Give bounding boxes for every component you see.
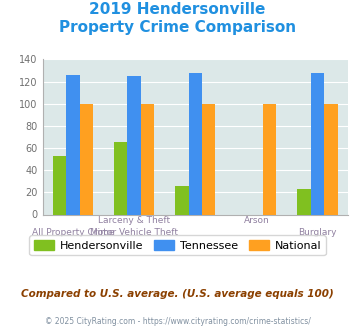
Bar xyxy=(141,104,154,214)
Bar xyxy=(114,143,127,214)
Text: Arson: Arson xyxy=(244,216,269,225)
Bar xyxy=(263,104,277,214)
Text: © 2025 CityRating.com - https://www.cityrating.com/crime-statistics/: © 2025 CityRating.com - https://www.city… xyxy=(45,317,310,326)
Bar xyxy=(189,73,202,214)
Text: Larceny & Theft: Larceny & Theft xyxy=(98,216,170,225)
Text: All Property Crime: All Property Crime xyxy=(32,228,114,237)
Text: Property Crime Comparison: Property Crime Comparison xyxy=(59,20,296,35)
Bar xyxy=(202,104,215,214)
Bar xyxy=(175,186,189,215)
Bar xyxy=(80,104,93,214)
Bar xyxy=(53,156,66,214)
Text: 2019 Hendersonville: 2019 Hendersonville xyxy=(89,2,266,16)
Bar xyxy=(324,104,338,214)
Legend: Hendersonville, Tennessee, National: Hendersonville, Tennessee, National xyxy=(29,236,326,255)
Bar xyxy=(127,76,141,215)
Bar xyxy=(297,189,311,214)
Bar xyxy=(66,75,80,214)
Text: Burglary: Burglary xyxy=(298,228,337,237)
Text: Compared to U.S. average. (U.S. average equals 100): Compared to U.S. average. (U.S. average … xyxy=(21,289,334,299)
Bar xyxy=(311,73,324,214)
Text: Motor Vehicle Theft: Motor Vehicle Theft xyxy=(90,228,178,237)
